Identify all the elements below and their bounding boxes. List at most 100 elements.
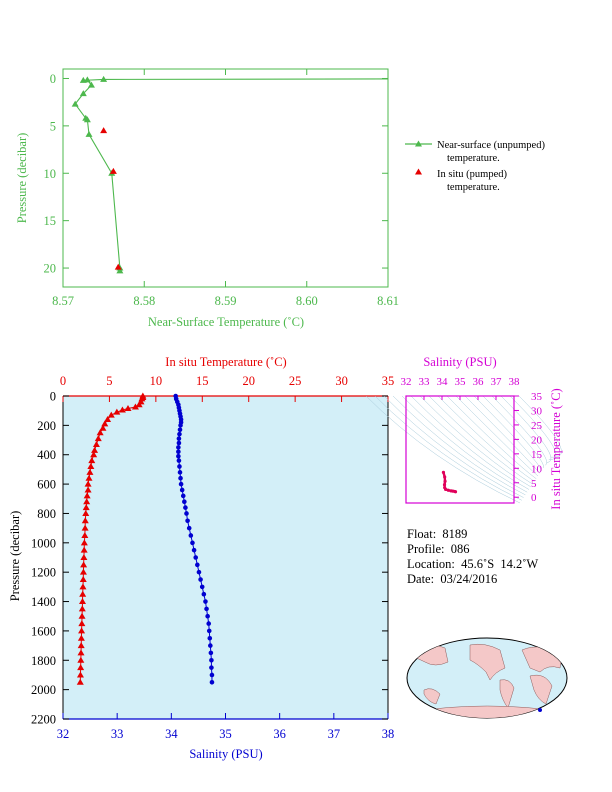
temperature-tick-label: 30 xyxy=(335,374,348,388)
legend-label-insitu-line1: In situ (pumped) xyxy=(437,169,507,180)
salinity-profile-point xyxy=(177,464,182,469)
float-id: Float: 8189 xyxy=(407,527,468,541)
salinity-profile-point xyxy=(199,584,205,590)
temperature-profile-point xyxy=(80,554,88,560)
ts-salinity-tick-label: 38 xyxy=(509,376,521,388)
salinity-profile-point xyxy=(176,453,181,459)
insitu-point xyxy=(100,127,108,134)
salinity-profile-point xyxy=(188,533,194,538)
temperature-profile-point xyxy=(78,605,86,612)
salinity-profile-point xyxy=(185,518,190,524)
salinity-profile-point xyxy=(176,436,182,441)
near-surface-y-label: Pressure (decibar) xyxy=(15,133,29,224)
near-surface-series xyxy=(71,75,389,274)
salinity-profile-point xyxy=(179,487,185,493)
temperature-profile-point xyxy=(77,656,85,663)
float-profile: Profile: 086 xyxy=(407,542,470,556)
temperature-profile-point xyxy=(118,406,126,413)
salinity-profile-point xyxy=(203,599,208,604)
density-contour xyxy=(473,395,542,471)
salinity-profile-point xyxy=(180,493,186,499)
ts-temperature-tick-label: 25 xyxy=(531,420,543,432)
temperature-profile-point xyxy=(88,457,96,464)
temperature-profile-point xyxy=(78,620,86,627)
near-surface-x-ticks: 8.57 8.58 8.59 8.60 8.61 xyxy=(52,69,399,308)
salinity-axis-title: Salinity (PSU) xyxy=(189,747,262,761)
salinity-profile-point xyxy=(201,591,207,597)
ts-salinity-ticks: 32 33 34 35 36 37 38 xyxy=(401,376,521,400)
temperature-profile-point xyxy=(79,590,87,597)
temperature-profile-point xyxy=(135,401,143,408)
legend-marker-near-surface xyxy=(415,140,422,147)
temperature-profile-point xyxy=(113,408,121,415)
temperature-profile-point xyxy=(77,664,85,671)
temperature-profile-point xyxy=(104,415,112,422)
pressure-tick-label: 0 xyxy=(50,390,56,404)
salinity-profile-point xyxy=(182,499,187,505)
density-contour xyxy=(428,395,533,485)
salinity-profile-point xyxy=(177,431,182,437)
near-surface-y-tick-label: 10 xyxy=(44,167,57,181)
ts-temperature-tick-label: 20 xyxy=(531,434,543,446)
temperature-profile-point xyxy=(78,612,86,619)
pressure-tick-label: 800 xyxy=(37,507,56,521)
ts-salinity-tick-label: 35 xyxy=(455,376,467,388)
pressure-tick-label: 1200 xyxy=(31,566,56,580)
ts-salinity-tick-label: 34 xyxy=(437,376,449,388)
temperature-profile-point xyxy=(81,524,89,531)
ts-salinity-tick-label: 33 xyxy=(419,376,431,388)
salinity-tick-label: 36 xyxy=(273,727,286,741)
salinity-tick-label: 34 xyxy=(165,727,178,741)
salinity-profile-point xyxy=(177,427,183,433)
temperature-profile-point xyxy=(83,492,91,499)
pressure-ticks: 0 200 400 600 800 1000 1200 1400 1600 1800 2000 220… xyxy=(31,390,388,727)
near-surface-point xyxy=(83,116,91,123)
temperature-profile-point xyxy=(80,561,88,568)
temperature-profile-point xyxy=(76,671,84,678)
temperature-profile-point xyxy=(77,634,85,641)
near-surface-y-ticks: 0 5 10 15 20 xyxy=(44,72,388,276)
legend-label-insitu-line2: temperature. xyxy=(447,182,500,193)
salinity-profile-point xyxy=(176,449,181,455)
near-surface-y-tick-label: 15 xyxy=(44,214,57,228)
pressure-tick-label: 1600 xyxy=(31,624,56,638)
temperature-profile-point xyxy=(82,504,90,511)
density-contour xyxy=(455,395,539,477)
salinity-profile-point xyxy=(176,440,182,446)
salinity-profile-point xyxy=(178,481,184,487)
salinity-profile-point xyxy=(208,650,214,656)
salinity-profile-point xyxy=(207,635,213,641)
near-surface-chart: 8.57 8.58 8.59 8.60 8.61 0 5 10 15 20 Near-Surfa… xyxy=(15,68,545,329)
near-surface-point xyxy=(100,75,108,82)
salinity-profile-point xyxy=(193,555,199,560)
density-contour xyxy=(410,395,530,490)
salinity-profile-point xyxy=(209,665,214,670)
near-surface-point xyxy=(116,267,124,274)
salinity-profile-point xyxy=(198,577,203,582)
temperature-profile-point xyxy=(94,435,102,442)
ts-salinity-tick-label: 32 xyxy=(401,376,412,388)
density-contour xyxy=(500,395,552,463)
salinity-profile-point xyxy=(206,628,212,634)
temperature-profile-point xyxy=(107,411,115,418)
near-surface-x-label: Near-Surface Temperature (˚C) xyxy=(148,315,304,329)
pressure-tick-label: 1800 xyxy=(31,654,56,668)
float-date: Date: 03/24/2016 xyxy=(407,572,498,586)
float-info: Float: 8189 Profile: 086 Location: 45.6˚… xyxy=(407,527,538,587)
density-contour xyxy=(401,395,528,493)
density-contour xyxy=(392,395,526,496)
near-surface-y-tick-label: 0 xyxy=(50,72,56,86)
near-surface-x-tick-label: 8.58 xyxy=(133,294,155,308)
ts-temperature-tick-label: 0 xyxy=(531,492,537,504)
ts-point xyxy=(442,483,447,487)
legend-label-near-surface-line1: Near-surface (unpumped) xyxy=(437,140,545,151)
density-contour xyxy=(374,395,522,501)
temperature-ticks: 0 5 10 15 20 25 30 35 xyxy=(60,374,394,402)
salinity-profile-point xyxy=(177,470,183,475)
ts-temperature-tick-label: 10 xyxy=(531,463,543,475)
near-surface-x-tick-label: 8.57 xyxy=(52,294,74,308)
density-contour xyxy=(491,395,547,466)
density-contour xyxy=(365,395,521,504)
temperature-profile-point xyxy=(81,531,89,538)
